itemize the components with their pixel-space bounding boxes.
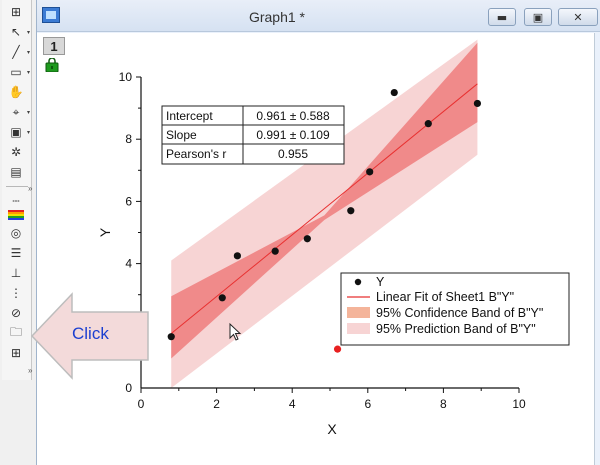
toolbar-chevron-bottom-icon[interactable]: »	[28, 366, 33, 375]
click-callout-label: Click	[72, 324, 109, 343]
no-entry-icon[interactable]: ⊘	[10, 306, 22, 320]
chart[interactable]: 0 2 4 6 8 10 0 4 6 8 10 X Y Intercept 0.961 ± 0.588 …	[37, 33, 595, 465]
points-layer	[167, 88, 482, 353]
color-palette-icon[interactable]	[8, 210, 24, 220]
y-tick-label: 0	[125, 381, 132, 395]
close-button[interactable]: ✕	[558, 8, 598, 26]
legend-prediction-swatch	[347, 323, 370, 334]
region-select-icon[interactable]: ▣ ▾	[10, 125, 30, 139]
maximize-button[interactable]: ▣	[524, 8, 552, 26]
y-tick-label: 10	[119, 70, 133, 84]
data-point	[424, 120, 432, 128]
scale-in-icon[interactable]: ⊞	[10, 5, 22, 19]
dashed-line-icon[interactable]: ┄	[12, 194, 20, 208]
legend-confidence-swatch	[347, 307, 370, 318]
x-tick-label: 10	[512, 397, 526, 411]
x-tick-label: 2	[213, 397, 220, 411]
stats-table[interactable]: Intercept 0.961 ± 0.588 Slope 0.991 ± 0.…	[161, 105, 345, 165]
data-reader-icon[interactable]: ⌖ ▾	[12, 104, 30, 119]
y-tick-label: 4	[125, 257, 132, 271]
legend-label-prediction: 95% Prediction Band of B"Y"	[376, 322, 536, 336]
graph-window: Graph1 * ▬ ▣ ✕ 0 2 4 6 8 10 0 4 6 8 10 X Y Intercept…	[36, 0, 600, 465]
toolbar-chevron-icon[interactable]: »	[28, 184, 33, 193]
target-icon[interactable]: ◎	[10, 226, 22, 240]
pointer-tool-icon[interactable]: ↖ ▾	[10, 25, 30, 39]
stats-label-intercept: Intercept	[166, 109, 213, 123]
window-titlebar[interactable]: Graph1 * ▬ ▣ ✕	[37, 0, 600, 32]
stats-value-slope: 0.991 ± 0.109	[256, 128, 330, 142]
left-toolbar-area: ⊞ ↖ ▾ ╱ ▾ ▭ ▾ ✋ ⌖ ▾ ▣ ▾ ✲ ▤ » ┄ ◎ ☰ ⊥ ⋮ ⊘ 🗀 ⊞…	[0, 0, 38, 465]
lock-icon[interactable]	[45, 58, 59, 72]
close-icon: ✕	[573, 10, 583, 24]
scale-bar-icon[interactable]: ⋮	[10, 286, 22, 300]
stats-value-intercept: 0.961 ± 0.588	[256, 109, 330, 123]
legend-label-fit: Linear Fit of Sheet1 B"Y"	[376, 290, 514, 304]
mask-tool-icon[interactable]: ✲	[10, 145, 22, 159]
layer-stack-icon[interactable]: ▤	[10, 165, 22, 179]
legend-label-confidence: 95% Confidence Band of B"Y"	[376, 306, 543, 320]
hand-tool-icon[interactable]: ✋	[8, 85, 24, 99]
data-point	[347, 207, 355, 215]
x-tick-label: 4	[289, 397, 296, 411]
stats-value-pearson: 0.955	[278, 147, 308, 161]
x-tick-label: 8	[440, 397, 447, 411]
data-point	[167, 333, 175, 341]
stats-label-pearson: Pearson's r	[166, 147, 226, 161]
y-tick-label: 6	[125, 194, 132, 208]
outlier-point	[333, 345, 342, 353]
data-point	[366, 168, 374, 176]
tools-toolbar: ⊞ ↖ ▾ ╱ ▾ ▭ ▾ ✋ ⌖ ▾ ▣ ▾ ✲ ▤ » ┄ ◎ ☰ ⊥ ⋮ ⊘ 🗀 ⊞…	[2, 0, 32, 380]
minimize-icon: ▬	[496, 10, 508, 24]
confidence-band	[171, 42, 478, 359]
y-tick-label: 8	[125, 132, 132, 146]
table-icon[interactable]: ⊞	[10, 346, 22, 360]
maximize-icon: ▣	[532, 10, 544, 24]
graph-page[interactable]: 0 2 4 6 8 10 0 4 6 8 10 X Y Intercept 0.961 ± 0.588 …	[37, 33, 595, 465]
x-tick-label: 0	[138, 397, 145, 411]
data-point	[233, 252, 241, 260]
window-title: Graph1 *	[248, 9, 306, 25]
legend[interactable]: Y Linear Fit of Sheet1 B"Y" 95% Confiden…	[340, 272, 570, 346]
click-callout-arrow	[30, 292, 149, 380]
x-axis-title: X	[327, 421, 337, 437]
data-point	[473, 99, 482, 108]
axis-tool-icon[interactable]: ⊥	[10, 266, 22, 280]
toolbar-divider	[6, 186, 28, 187]
data-point	[390, 88, 398, 97]
x-tick-label: 6	[364, 397, 371, 411]
data-point	[271, 247, 279, 255]
prediction-band	[171, 39, 478, 389]
minimize-button[interactable]: ▬	[488, 8, 516, 26]
stats-label-slope: Slope	[166, 128, 197, 142]
data-point	[218, 294, 226, 302]
new-folder-icon[interactable]: 🗀	[9, 324, 22, 339]
rectangle-tool-icon[interactable]: ▭ ▾	[10, 65, 30, 79]
legend-tool-icon[interactable]: ☰	[10, 246, 22, 260]
layer-number-badge[interactable]: 1	[43, 37, 65, 55]
data-point	[303, 235, 311, 243]
mouse-cursor-icon	[229, 322, 242, 341]
line-tool-icon[interactable]: ╱ ▾	[12, 45, 30, 59]
y-axis-title: Y	[97, 227, 113, 237]
legend-label-y: Y	[376, 275, 385, 289]
graph-window-icon[interactable]	[42, 7, 60, 23]
legend-scatter-marker	[354, 278, 362, 286]
